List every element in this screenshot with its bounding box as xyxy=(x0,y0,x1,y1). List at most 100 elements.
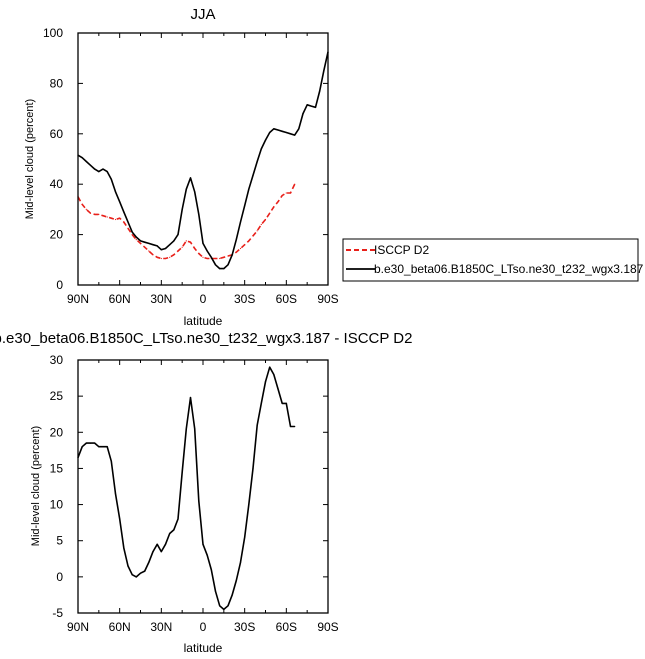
bottom-series-0-point xyxy=(94,442,96,444)
top-series-0-point xyxy=(198,252,200,255)
top-series-1-point xyxy=(277,129,279,131)
top-series-1-point xyxy=(94,168,96,170)
top-series-1-point xyxy=(123,211,125,213)
top-series-0-point xyxy=(98,213,100,215)
top-series-1-point xyxy=(169,244,171,246)
top-series-0-point xyxy=(227,255,229,257)
bottom-series-0-point xyxy=(294,425,296,428)
top-series-0-point xyxy=(248,240,250,242)
bottom-series-0-point xyxy=(139,572,142,574)
top-series-0-point xyxy=(177,250,179,252)
top-xtick-label: 60S xyxy=(276,292,297,306)
bottom-xtick-label: 90N xyxy=(67,620,89,634)
bottom-series-0-point xyxy=(185,428,187,430)
top-xlabel: latitude xyxy=(184,314,223,328)
legend-box xyxy=(342,238,639,282)
legend: ISCCP D2 b.e30_beta06.B1850C_LTso.ne30_t… xyxy=(342,238,644,282)
bottom-plot-frame xyxy=(77,359,329,614)
top-series-0-point xyxy=(273,206,275,208)
bottom-series-0-point xyxy=(127,565,129,567)
top-xtick-label: 30S xyxy=(234,292,255,306)
top-series-1-point xyxy=(323,70,325,72)
legend-label-model: b.e30_beta06.B1850C_LTso.ne30_t232_wgx3.… xyxy=(374,262,644,276)
top-series-0-point xyxy=(106,216,108,218)
top-series-0-point xyxy=(239,247,242,250)
bottom-series-0-point xyxy=(81,446,83,448)
top-series-0-point xyxy=(256,230,258,232)
top-series-1-point xyxy=(273,128,275,130)
bottom-series-0-point xyxy=(252,467,254,469)
top-series-0-point xyxy=(173,254,175,256)
bottom-series-0-point xyxy=(277,388,279,390)
top-series-0-point xyxy=(269,212,271,214)
top-series-0-point xyxy=(277,201,279,203)
top-plot-frame xyxy=(77,32,329,286)
bottom-series-0-point xyxy=(194,428,196,430)
top-series-0-point xyxy=(148,250,150,252)
bottom-series-0-point xyxy=(85,442,87,444)
bottom-series-0-point xyxy=(210,569,212,571)
bottom-ytick-label: 30 xyxy=(50,353,64,367)
bottom-series-0-point xyxy=(144,570,146,572)
top-series-1-point xyxy=(127,221,129,223)
top-series-1-point xyxy=(319,90,321,92)
top-series-1-point xyxy=(302,113,304,115)
bottom-ytick-label: 0 xyxy=(56,570,63,584)
bottom-title: b.e30_beta06.B1850C_LTso.ne30_t232_wgx3.… xyxy=(0,330,412,347)
bottom-series-0-point xyxy=(239,561,242,564)
bottom-series-0-point xyxy=(281,402,283,404)
top-series-1-point xyxy=(173,240,175,242)
top-series-0-point xyxy=(89,212,92,214)
top-series-1-line xyxy=(77,51,329,270)
bottom-panel: b.e30_beta06.B1850C_LTso.ne30_t232_wgx3.… xyxy=(0,330,412,655)
top-series-1-point xyxy=(114,191,117,193)
bottom-series-0-point xyxy=(202,543,204,545)
top-series-0-point xyxy=(223,256,225,258)
top-series-1-point xyxy=(264,139,267,141)
bottom-ylabel: Mid-level cloud (percent) xyxy=(30,426,42,546)
top-series-1-point xyxy=(256,160,258,163)
bottom-series-0-point xyxy=(160,551,162,553)
bottom-series-0-point xyxy=(106,446,108,448)
top-series-0-point xyxy=(131,234,133,236)
top-series-1-point xyxy=(152,244,154,246)
bottom-series-0-line xyxy=(77,366,295,611)
top-series-0-point xyxy=(127,227,129,229)
top-series-1-point xyxy=(306,104,308,106)
bottom-series-0-point xyxy=(119,518,121,520)
top-ytick-label: 80 xyxy=(50,76,64,90)
bottom-series-0-point xyxy=(135,576,137,578)
top-series-0-point xyxy=(214,257,217,260)
top-series-1-point xyxy=(298,128,300,130)
top-series-1-point xyxy=(210,256,212,258)
top-series-0-point xyxy=(160,257,162,260)
top-series-1-point xyxy=(119,201,121,203)
top-series-1-point xyxy=(294,134,296,136)
bottom-series-0-point xyxy=(198,500,200,502)
top-series-0-point xyxy=(139,242,142,244)
top-series-1-point xyxy=(260,148,262,150)
top-series-1-point xyxy=(110,178,112,180)
top-series-1-point xyxy=(189,177,192,179)
bottom-series-group xyxy=(77,366,296,611)
top-series-1-point xyxy=(202,242,204,244)
top-series-0-point xyxy=(169,256,171,258)
bottom-series-0-point xyxy=(152,551,154,553)
bottom-series-0-point xyxy=(131,574,133,576)
top-series-1-point xyxy=(85,160,87,163)
top-series-0-point xyxy=(185,240,187,242)
bottom-series-0-point xyxy=(285,402,287,404)
top-series-0-point xyxy=(156,256,158,258)
bottom-series-0-point xyxy=(177,518,179,520)
top-series-1-point xyxy=(156,245,158,247)
top-series-1-point xyxy=(131,231,133,233)
top-xtick-label: 90N xyxy=(67,292,89,306)
bottom-series-0-point xyxy=(181,471,183,473)
top-series-0-point xyxy=(181,246,183,248)
top-series-1-point xyxy=(285,131,287,134)
top-series-1-point xyxy=(252,174,254,176)
bottom-series-0-point xyxy=(244,536,246,538)
top-series-0-point xyxy=(244,244,246,246)
bottom-xtick-label: 30S xyxy=(234,620,255,634)
top-ticks: 90N 60N 30N 0 30S 60S 90S 0 20 40 60 80 100 xyxy=(43,26,339,306)
